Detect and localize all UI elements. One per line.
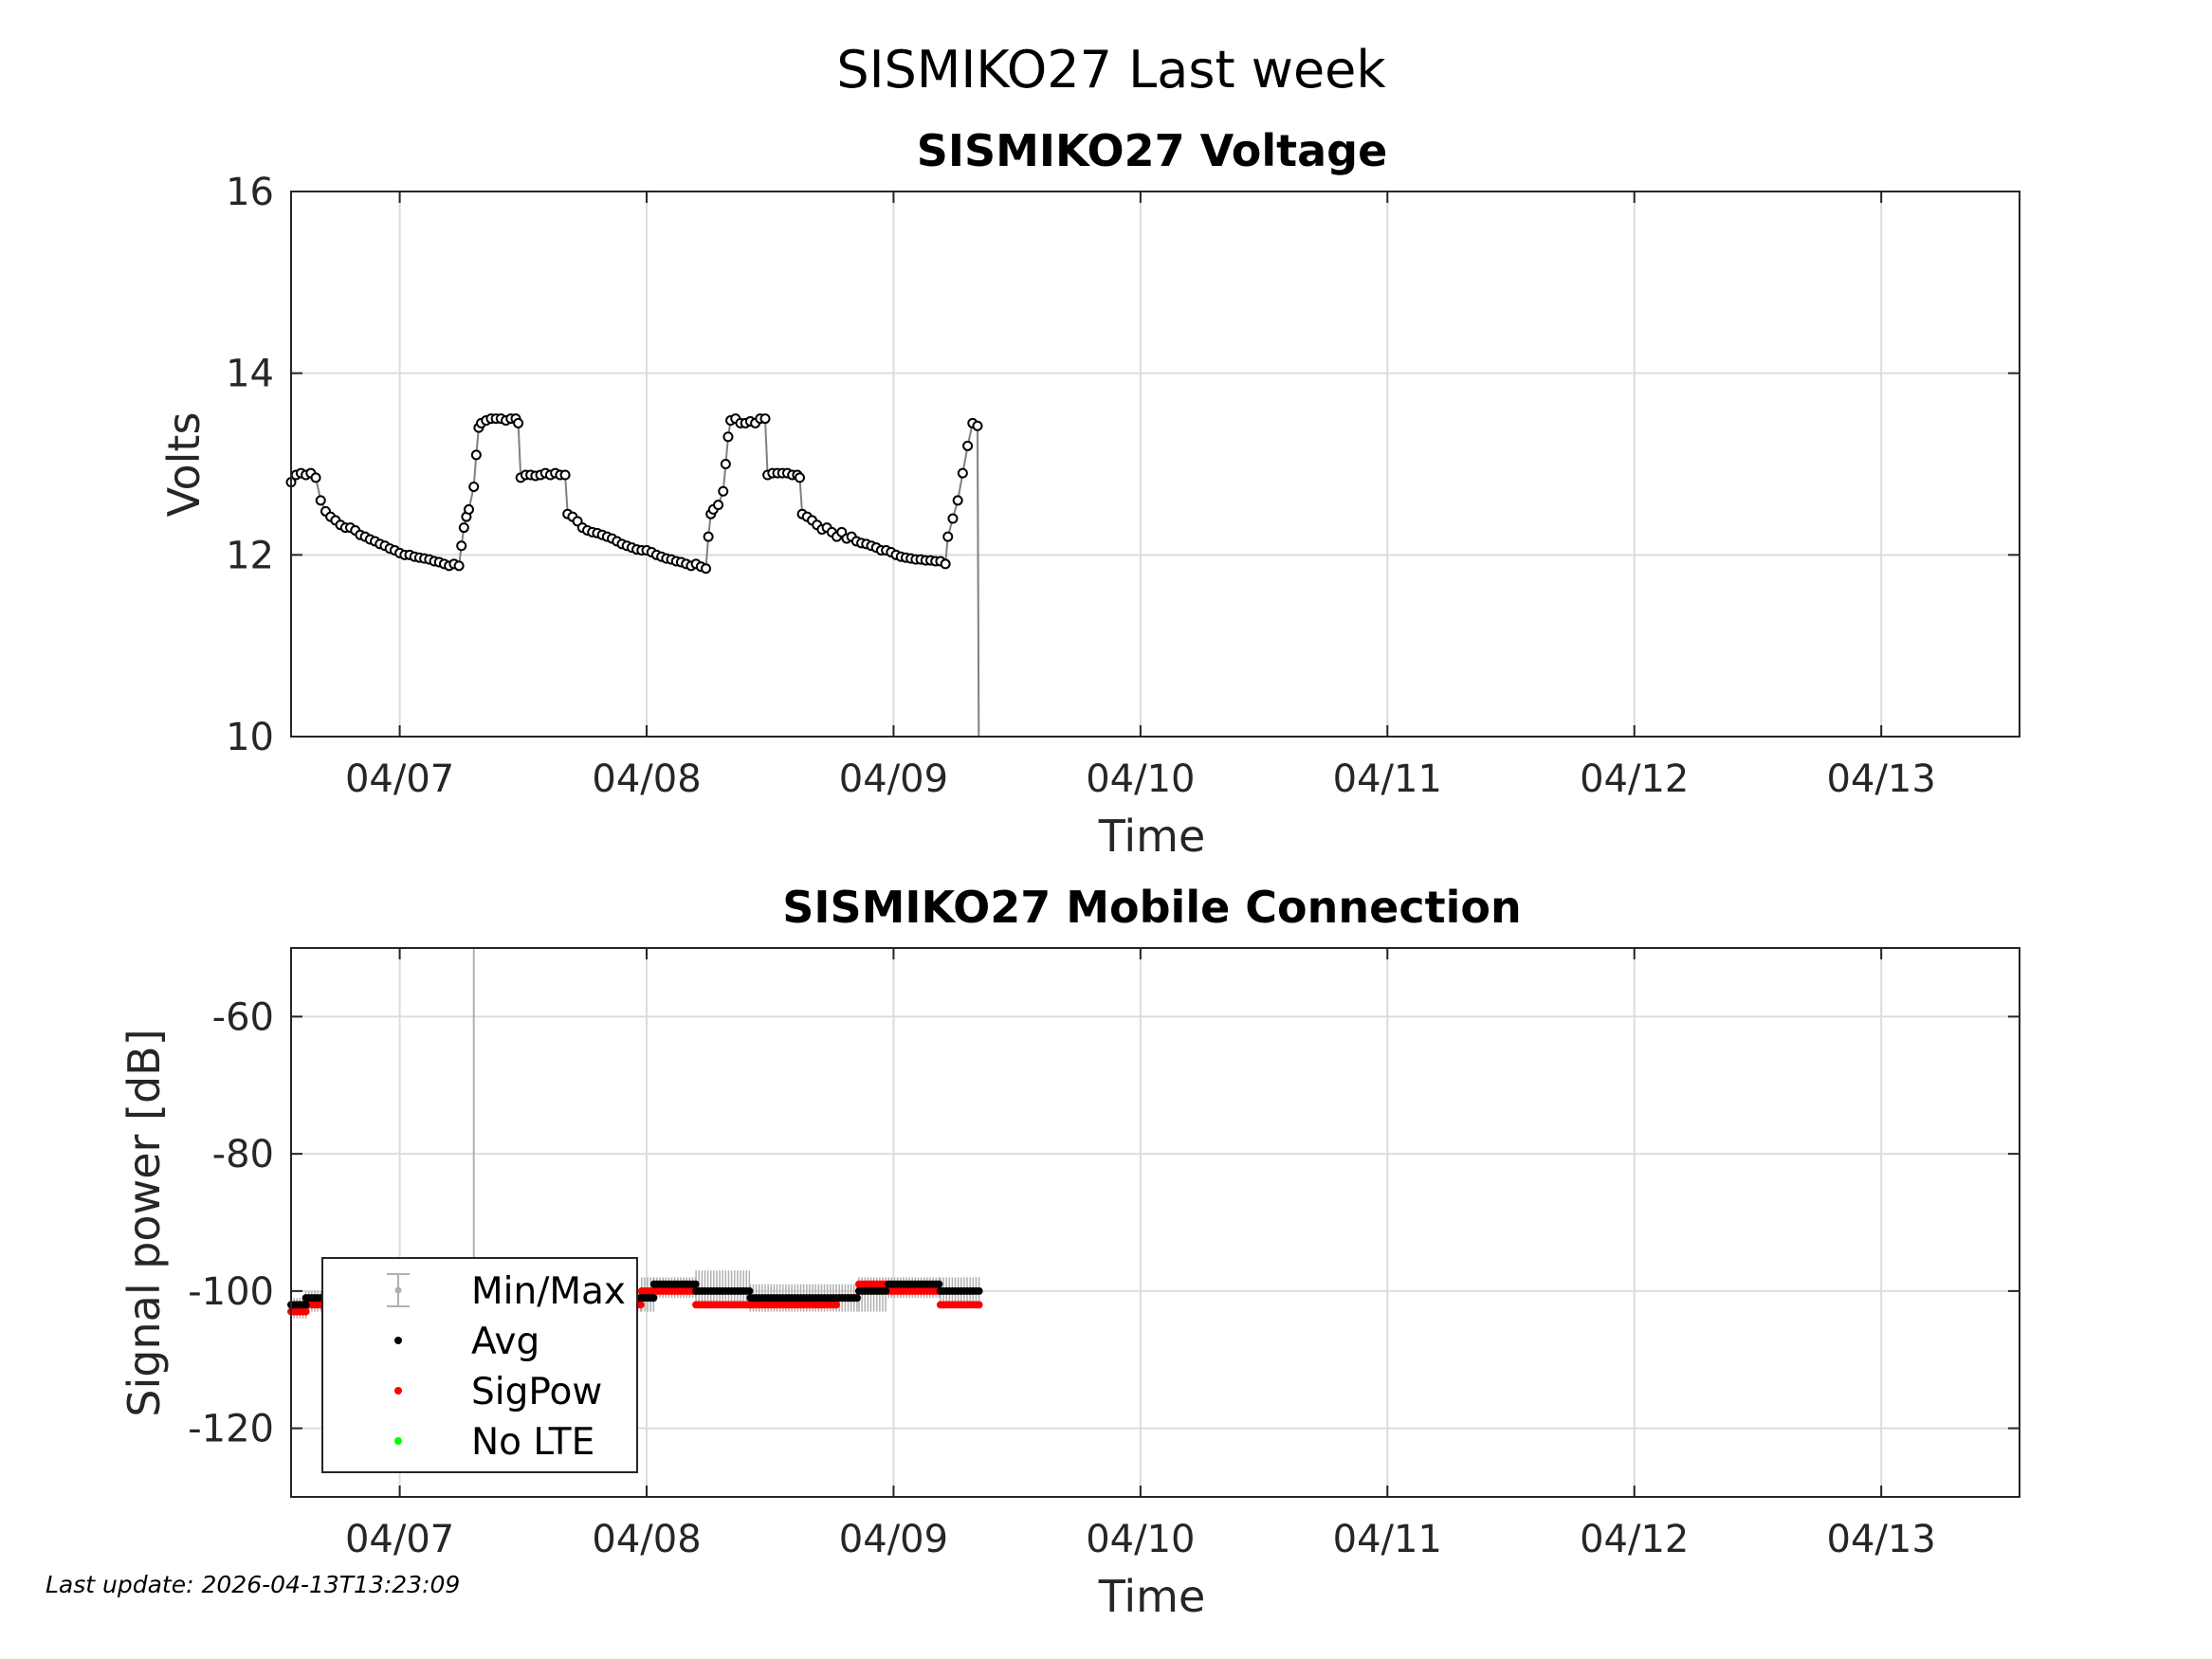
voltage-point bbox=[453, 560, 465, 572]
legend-nolte-marker bbox=[394, 1437, 402, 1445]
voltage-point bbox=[701, 563, 712, 574]
avg-point bbox=[745, 1286, 754, 1295]
voltage-xtick-label: 04/11 bbox=[1333, 757, 1442, 801]
mobile-title: SISMIKO27 Mobile Connection bbox=[782, 882, 1521, 933]
avg-point bbox=[302, 1301, 310, 1309]
avg-point bbox=[852, 1294, 861, 1303]
voltage-point bbox=[962, 440, 974, 451]
voltage-ytick-label: 10 bbox=[226, 716, 274, 759]
voltage-point bbox=[720, 459, 731, 469]
voltage-point bbox=[513, 417, 524, 428]
mobile-ytick-label: -60 bbox=[212, 995, 274, 1039]
last-update-footer: Last update: 2026-04-13T13:23:09 bbox=[46, 1571, 460, 1598]
voltage-point bbox=[468, 481, 480, 492]
voltage-xlabel: Time bbox=[1098, 811, 1206, 862]
sigpow-point bbox=[832, 1301, 841, 1309]
mobile-ytick-label: -120 bbox=[188, 1408, 274, 1451]
voltage-ytick-label: 16 bbox=[226, 171, 274, 214]
voltage-grid bbox=[291, 191, 2020, 738]
mobile-xtick-label: 04/11 bbox=[1333, 1518, 1442, 1561]
voltage-point bbox=[947, 513, 959, 524]
legend-box bbox=[321, 1257, 638, 1473]
voltage-xtick-label: 04/12 bbox=[1580, 757, 1689, 801]
voltage-xtick-label: 04/13 bbox=[1827, 757, 1936, 801]
voltage-xtick-label: 04/07 bbox=[345, 757, 454, 801]
sigpow-point bbox=[302, 1307, 310, 1316]
avg-point bbox=[935, 1280, 943, 1288]
mobile-ytick-label: -100 bbox=[188, 1270, 274, 1314]
mobile-xtick-label: 04/12 bbox=[1580, 1518, 1689, 1561]
voltage-point bbox=[559, 469, 571, 481]
mobile-ticks: 04/07 04/08 04/09 04/10 04/11 04/12 04/13 -120 -… bbox=[188, 948, 2020, 1561]
legend-label-sigpow: SigPow bbox=[471, 1371, 602, 1413]
legend-sigpow-marker bbox=[394, 1387, 402, 1395]
mobile-xtick-label: 04/09 bbox=[839, 1518, 948, 1561]
mobile-axes-frame bbox=[290, 947, 2020, 1498]
avg-point bbox=[975, 1286, 983, 1295]
sigpow-point bbox=[975, 1301, 983, 1309]
voltage-point bbox=[458, 522, 469, 534]
voltage-point bbox=[794, 472, 805, 483]
voltage-point bbox=[713, 500, 724, 511]
voltage-ytick-label: 12 bbox=[226, 534, 274, 577]
voltage-point bbox=[470, 449, 482, 461]
mobile-xtick-label: 04/13 bbox=[1827, 1518, 1936, 1561]
sigpow-point bbox=[636, 1301, 645, 1309]
voltage-point bbox=[722, 431, 734, 443]
avg-point bbox=[691, 1280, 700, 1288]
voltage-point bbox=[957, 467, 968, 479]
figure-title: SISMIKO27 Last week bbox=[836, 40, 1386, 100]
voltage-panel: SISMIKO27 Voltage 04/07 04/08 04/09 04/10 04… bbox=[158, 125, 2020, 862]
mobile-xlabel: Time bbox=[1098, 1571, 1206, 1622]
avg-point bbox=[882, 1286, 890, 1295]
voltage-point bbox=[972, 420, 983, 431]
voltage-point bbox=[456, 540, 467, 552]
voltage-title: SISMIKO27 Voltage bbox=[917, 125, 1388, 176]
voltage-series-line bbox=[290, 417, 980, 738]
voltage-ylabel: Volts bbox=[158, 412, 210, 518]
mobile-panel: SISMIKO27 Mobile Connection 04/07 04/08 04… bbox=[119, 882, 2020, 1622]
avg-point bbox=[649, 1294, 658, 1303]
voltage-point bbox=[759, 413, 771, 425]
voltage-point bbox=[940, 558, 951, 570]
voltage-point bbox=[718, 485, 729, 497]
voltage-axes-frame bbox=[290, 191, 2020, 738]
voltage-point bbox=[310, 472, 321, 483]
legend-label-avg: Avg bbox=[471, 1321, 539, 1363]
mobile-xtick-label: 04/07 bbox=[345, 1518, 454, 1561]
voltage-ticks: 04/07 04/08 04/09 04/10 04/11 04/12 04/13 10 12 1… bbox=[226, 171, 2020, 801]
legend-label-nolte: No LTE bbox=[471, 1421, 594, 1464]
voltage-xtick-label: 04/10 bbox=[1086, 757, 1195, 801]
legend-minmax-icon bbox=[387, 1273, 410, 1307]
legend-label-minmax: Min/Max bbox=[471, 1270, 626, 1313]
mobile-xtick-label: 04/08 bbox=[592, 1518, 701, 1561]
legend: Min/Max Avg SigPow No LTE bbox=[321, 1257, 638, 1473]
voltage-xtick-label: 04/08 bbox=[592, 757, 701, 801]
legend-avg-marker bbox=[394, 1337, 402, 1344]
mobile-xtick-label: 04/10 bbox=[1086, 1518, 1195, 1561]
voltage-point bbox=[703, 531, 714, 542]
mobile-grid bbox=[291, 948, 2020, 1497]
mobile-ylabel: Signal power [dB] bbox=[119, 1029, 170, 1416]
voltage-point bbox=[952, 495, 963, 506]
voltage-xtick-label: 04/09 bbox=[839, 757, 948, 801]
voltage-point bbox=[942, 531, 954, 542]
voltage-plot bbox=[285, 413, 983, 738]
voltage-point bbox=[315, 495, 326, 506]
voltage-point bbox=[464, 503, 475, 515]
voltage-ytick-label: 14 bbox=[226, 353, 274, 396]
mobile-ytick-label: -80 bbox=[212, 1133, 274, 1176]
